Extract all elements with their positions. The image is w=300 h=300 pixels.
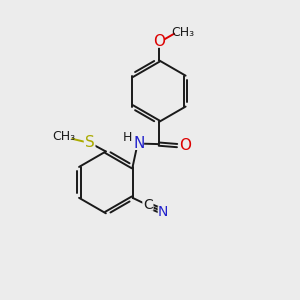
Text: CH₃: CH₃ <box>52 130 75 143</box>
Text: N: N <box>158 205 168 219</box>
Text: N: N <box>134 136 145 151</box>
FancyBboxPatch shape <box>180 140 191 151</box>
Text: S: S <box>85 135 94 150</box>
Text: O: O <box>179 138 191 153</box>
Text: C: C <box>143 198 153 212</box>
Text: H: H <box>123 130 132 143</box>
FancyBboxPatch shape <box>84 137 95 149</box>
FancyBboxPatch shape <box>131 137 144 150</box>
Text: CH₃: CH₃ <box>171 26 194 39</box>
Text: O: O <box>153 34 165 50</box>
FancyBboxPatch shape <box>153 36 165 48</box>
FancyBboxPatch shape <box>142 200 154 211</box>
FancyBboxPatch shape <box>158 206 169 217</box>
